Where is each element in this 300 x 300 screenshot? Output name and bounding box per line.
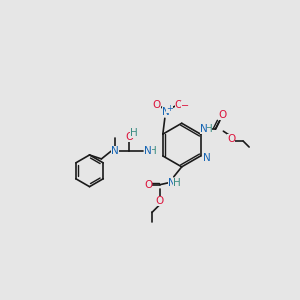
Text: N: N (202, 153, 210, 163)
Text: H: H (149, 146, 157, 156)
Text: N: N (144, 146, 152, 156)
Text: H: H (130, 128, 138, 138)
Text: +: + (166, 104, 173, 113)
Text: H: H (173, 178, 181, 188)
Text: O: O (125, 132, 133, 142)
Text: O: O (156, 196, 164, 206)
Text: N: N (162, 107, 170, 117)
Text: O: O (153, 100, 161, 110)
Text: O: O (227, 134, 236, 144)
Text: O: O (144, 180, 152, 190)
Text: N: N (111, 146, 119, 156)
Text: N: N (200, 124, 207, 134)
Text: H: H (205, 124, 212, 134)
Text: N: N (168, 178, 176, 188)
Text: O: O (218, 110, 226, 120)
Text: −: − (181, 101, 189, 111)
Text: O: O (175, 100, 183, 110)
